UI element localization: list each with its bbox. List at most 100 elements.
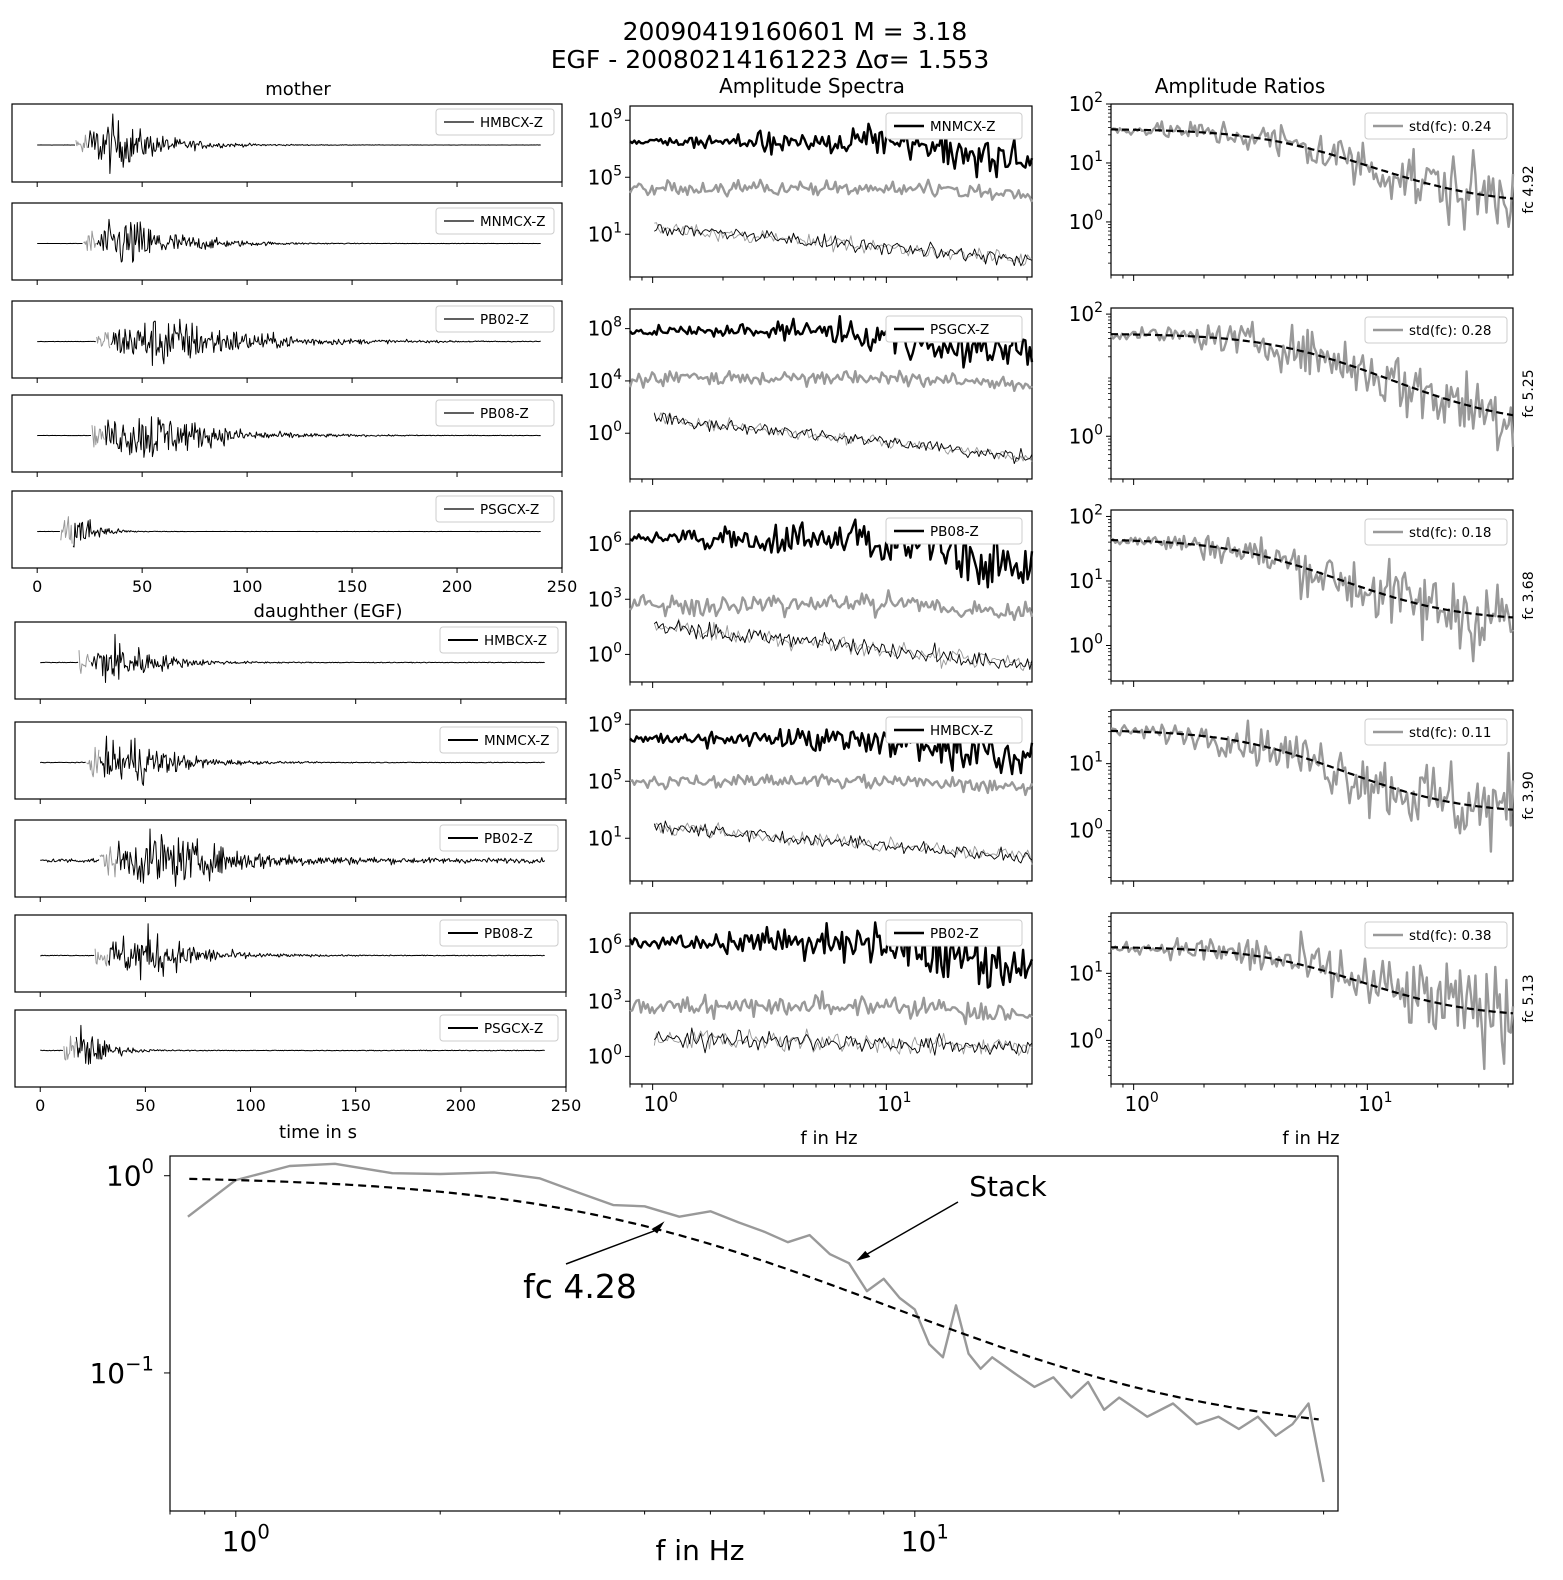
spectra-title: Amplitude Spectra <box>719 74 905 98</box>
spectra-pb08-z-legend-box <box>885 517 1023 545</box>
spectra-pb02-z-mother-spectrum <box>628 920 1034 989</box>
spectra-psgcx-z-legend-label: PSGCX-Z <box>930 322 989 338</box>
ratio-panel-1-legend-label: std(fc): 0.24 <box>1409 119 1492 135</box>
stack-fc-annotation: fc 4.28 <box>523 1267 637 1306</box>
mother-pb08-z-panel <box>11 394 563 473</box>
mother-pb02-z-p-window <box>96 332 111 349</box>
stack-arrow-head <box>856 1250 871 1261</box>
mother-mnmcx-z-p-window <box>83 230 97 251</box>
spectra-pb02-z-legend-label: PB02-Z <box>930 926 979 942</box>
ratio-panel-4-fc-label: fc 3.90 <box>1521 771 1537 819</box>
spectra-hmbcx-z-egf-noise <box>653 822 1033 865</box>
figure-title-line1: 20090419160601 M = 3.18 <box>623 17 968 46</box>
stack-freq-axis-label: f in Hz <box>656 1534 745 1567</box>
spectra-hmbcx-z-legend-pad <box>886 717 1022 743</box>
mother-hmbcx-z-panel <box>11 103 563 183</box>
daughter-hmbcx-z-legend-label: HMBCX-Z <box>484 633 547 649</box>
mother-pb02-z-panel <box>11 300 563 379</box>
ratio-panel-5-model-fit <box>1111 946 1514 1015</box>
daughter-pb08-z-trace <box>107 923 545 981</box>
spectra-psgcx-z-ytick-label: 104 <box>588 367 622 393</box>
spectra-hmbcx-z-ytick-label: 105 <box>588 767 622 793</box>
daughter-mnmcx-z-trace-pre <box>39 761 86 764</box>
ratio-panel-4-ytick-label: 100 <box>1069 817 1103 843</box>
spectra-mnmcx-z-mother-spectrum <box>629 122 1034 179</box>
spectra-hmbcx-z-legend-label: HMBCX-Z <box>930 723 993 739</box>
daughter-psgcx-z-legend-label: PSGCX-Z <box>484 1021 543 1037</box>
spectra-pb02-z-xtick-label: 101 <box>877 1090 911 1116</box>
daughter-hmbcx-z-panel <box>14 621 567 700</box>
ratio-panel-3-legend-box <box>1364 518 1508 546</box>
daughter-title: daughther (EGF) <box>253 601 402 622</box>
spectra-hmbcx-z-legend-box <box>885 716 1023 744</box>
mother-mnmcx-z-trace <box>96 218 541 263</box>
ratio-panel-2-legend-box <box>1364 316 1508 344</box>
spectra-pb08-z-ytick-label: 106 <box>588 530 622 556</box>
daughter-xtick-label: 150 <box>340 1096 371 1115</box>
daughter-mnmcx-z-legend-label: MNMCX-Z <box>484 733 550 749</box>
spectra-mnmcx-z-ytick-label: 109 <box>588 106 622 132</box>
mother-xtick-label: 200 <box>442 577 473 596</box>
ratios-title: Amplitude Ratios <box>1155 74 1326 98</box>
daughter-pb08-z-legend-label: PB08-Z <box>484 926 533 942</box>
spectra-freq-axis-label: f in Hz <box>800 1128 857 1149</box>
mother-xtick-label: 100 <box>232 577 263 596</box>
daughter-xtick-label: 100 <box>235 1096 266 1115</box>
daughter-psgcx-z-panel <box>14 1009 567 1088</box>
daughter-psgcx-z-legend-box <box>439 1014 559 1042</box>
ratio-panel-1-ytick-label: 100 <box>1069 208 1103 234</box>
mother-pb08-z-p-window <box>91 425 105 448</box>
daughter-xtick-label: 0 <box>35 1096 45 1115</box>
spectra-mnmcx-z-ytick-label: 105 <box>588 163 622 189</box>
spectra-psgcx-z-mother-spectrum <box>629 315 1034 369</box>
spectra-hmbcx-z-mother-noise <box>653 820 1033 864</box>
daughter-pb02-z-trace <box>116 828 546 887</box>
spectra-pb08-z-mother-noise <box>654 620 1033 670</box>
spectra-pb08-z-ytick-label: 103 <box>588 585 622 611</box>
mother-mnmcx-z-legend-box <box>435 207 555 235</box>
daughter-hmbcx-z-legend-box <box>439 626 559 654</box>
fc-arrow-line <box>565 1228 659 1265</box>
stack-ytick-label: 10−1 <box>89 1352 154 1390</box>
mother-xtick-label: 150 <box>337 577 368 596</box>
ratios-freq-axis-label: f in Hz <box>1282 1128 1339 1149</box>
daughter-xtick-label: 50 <box>135 1096 155 1115</box>
mother-pb02-z-legend-label: PB02-Z <box>480 312 529 328</box>
daughter-mnmcx-z-legend-box <box>439 726 559 754</box>
spectra-pb02-z-legend-box <box>885 919 1023 947</box>
daughter-pb08-z-trace-pre <box>40 954 95 957</box>
stack-arrow-annotation: Stack <box>969 1170 1047 1203</box>
spectra-pb02-z-panel <box>629 912 1033 1085</box>
mother-xtick-label: 0 <box>32 577 42 596</box>
daughter-pb08-z-panel <box>14 914 567 993</box>
spectra-pb02-z-mother-noise <box>653 1027 1033 1056</box>
daughter-psgcx-z-trace <box>75 1024 545 1065</box>
mother-title: mother <box>265 79 331 100</box>
ratio-panel-1-ytick-label: 101 <box>1069 149 1103 175</box>
daughter-psgcx-z-p-window <box>63 1035 76 1061</box>
ratio-panel-5-fc-label: fc 5.13 <box>1521 974 1537 1022</box>
ratio-panel-1-model-fit <box>1111 128 1514 200</box>
ratio-panel-3-ytick-label: 102 <box>1069 502 1103 528</box>
ratio-panel-2-fc-label: fc 5.25 <box>1521 369 1537 417</box>
spectra-pb02-z-egf-noise <box>653 1028 1033 1057</box>
mother-hmbcx-z-trace <box>87 113 541 174</box>
ratio-panel-3-legend-label: std(fc): 0.18 <box>1409 525 1492 541</box>
spectra-hmbcx-z-ytick-label: 109 <box>588 710 622 736</box>
daughter-hmbcx-z-p-window <box>78 650 91 674</box>
spectra-psgcx-z-mother-noise <box>653 412 1033 465</box>
spectra-psgcx-z-ytick-label: 100 <box>588 419 622 445</box>
spectra-mnmcx-z-egf-noise <box>654 222 1033 267</box>
spectra-psgcx-z-legend-box <box>885 315 1023 343</box>
ratio-panel-1-legend-box <box>1364 112 1508 140</box>
mother-pb02-z-trace <box>110 318 541 366</box>
spectra-mnmcx-z-legend-label: MNMCX-Z <box>930 119 996 135</box>
ratio-panel-1-ytick-label: 102 <box>1069 90 1103 116</box>
spectra-pb08-z-ytick-label: 100 <box>588 640 622 666</box>
mother-mnmcx-z-panel <box>11 202 563 281</box>
mother-hmbcx-z-legend-box <box>435 108 555 136</box>
daughter-xtick-label: 200 <box>446 1096 477 1115</box>
mother-hmbcx-z-p-window <box>75 134 88 153</box>
mother-xtick-label: 50 <box>132 577 152 596</box>
spectra-hmbcx-z-egf-spectrum <box>629 773 1034 797</box>
